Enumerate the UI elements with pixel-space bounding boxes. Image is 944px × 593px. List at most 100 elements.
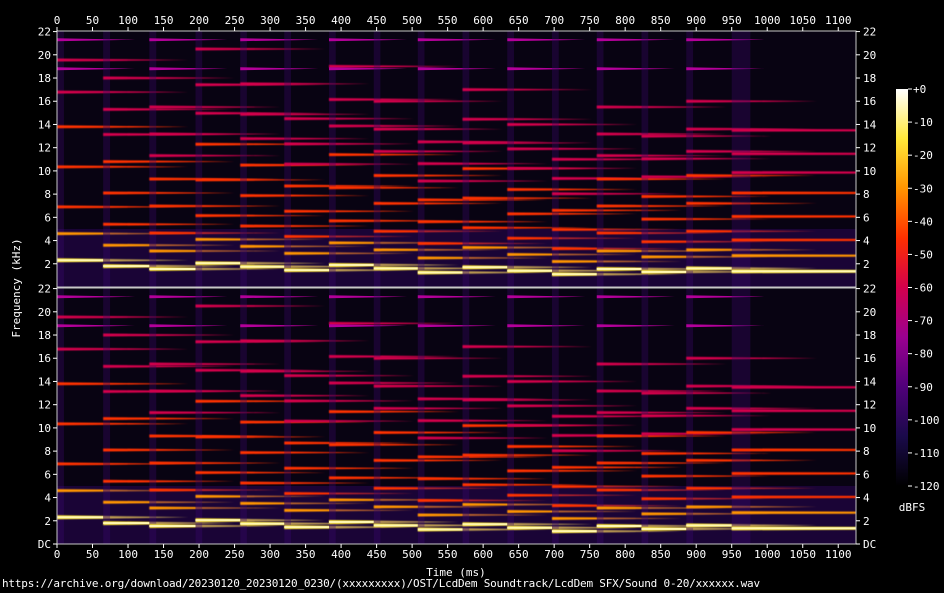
harmonic-partial <box>329 443 459 447</box>
note-lowband <box>329 228 374 287</box>
harmonic-partial <box>103 76 235 80</box>
harmonic-partial <box>240 339 370 343</box>
y-tick-label-left: 22 <box>38 26 51 39</box>
note-onset <box>329 288 336 544</box>
harmonic-partial <box>240 112 370 116</box>
harmonic-partial <box>195 214 326 218</box>
harmonic-partial <box>596 105 727 109</box>
y-tick-label-right: 16 <box>863 95 876 108</box>
harmonic-partial <box>149 461 281 465</box>
note-onset <box>731 31 751 287</box>
harmonic-partial <box>686 229 817 233</box>
harmonic-partial <box>462 196 593 200</box>
upper-partial <box>149 67 228 71</box>
harmonic-partial <box>731 214 856 218</box>
channel-2-frame <box>56 287 857 545</box>
y-tick-label-left: 6 <box>44 211 51 224</box>
y-tick-label-right: DC <box>863 538 876 551</box>
harmonic-partial <box>57 462 189 466</box>
harmonic-partial <box>641 474 772 478</box>
upper-partial <box>507 38 586 42</box>
note-lowband <box>284 228 330 287</box>
y-axis-label: Frequency (kHz) <box>10 238 23 337</box>
y-tick-label-right: 16 <box>863 352 876 365</box>
upper-partial <box>417 38 496 42</box>
harmonic-partial <box>507 187 638 191</box>
y-tick-label-left: 20 <box>38 306 51 319</box>
harmonic-partial <box>329 354 459 358</box>
harmonic-partial <box>507 236 638 240</box>
harmonic-partial <box>329 410 459 414</box>
harmonic-partial <box>641 497 772 501</box>
harmonic-partial <box>373 229 504 233</box>
y-tick-label-left: 20 <box>38 49 51 62</box>
x-tick-label-top: 150 <box>154 14 174 27</box>
y-tick-label-left: 4 <box>44 492 51 505</box>
harmonic-partial <box>149 506 281 510</box>
upper-partial <box>57 295 136 299</box>
x-tick-label-bottom: 500 <box>402 548 422 561</box>
harmonic-partial <box>240 501 370 505</box>
colorbar-tick-label: -30 <box>913 182 933 195</box>
harmonic-partial <box>103 222 235 226</box>
y-tick-label-right: 22 <box>863 26 876 39</box>
harmonic-partial <box>284 142 415 146</box>
x-tick-label-top: 1000 <box>754 14 781 27</box>
harmonic-partial <box>284 234 415 238</box>
fundamental-core <box>373 524 418 527</box>
upper-partial <box>507 67 586 71</box>
fundamental-core <box>507 269 553 272</box>
x-tick-label-top: 550 <box>438 14 458 27</box>
harmonic-partial <box>417 179 548 183</box>
harmonic-partial <box>731 448 856 452</box>
note-lowband <box>103 485 150 544</box>
note-onset <box>240 31 247 287</box>
harmonic-partial <box>373 505 504 509</box>
x-axis-label: Time (ms) <box>426 566 486 579</box>
x-tick-label-top: 100 <box>118 14 138 27</box>
colorbar-tick-label: -100 <box>913 414 940 427</box>
harmonic-partial <box>240 369 370 373</box>
harmonic-partial <box>731 428 856 432</box>
colorbar-tick-label: +0 <box>913 83 926 96</box>
harmonic-partial <box>641 451 772 455</box>
x-tick-label-top: 850 <box>651 14 671 27</box>
x-tick-label-bottom: 1000 <box>754 548 781 561</box>
upper-partial <box>149 324 228 328</box>
harmonic-partial <box>596 132 727 136</box>
fundamental-core <box>596 268 642 271</box>
harmonic-partial <box>373 458 504 462</box>
harmonic-partial <box>417 162 548 166</box>
note-onset <box>149 288 157 544</box>
note-lowband <box>552 228 597 287</box>
y-tick-label-right: 22 <box>863 283 876 296</box>
note-onset <box>507 288 514 544</box>
harmonic-partial <box>641 217 772 221</box>
harmonic-partial <box>417 220 548 224</box>
harmonic-partial <box>462 374 593 378</box>
upper-partial <box>596 295 675 299</box>
y-tick-label-right: 2 <box>863 258 870 271</box>
y-tick-label-left: 8 <box>44 188 51 201</box>
upper-partial <box>329 38 408 42</box>
note-lowband <box>149 228 196 287</box>
harmonic-partial <box>57 165 189 169</box>
y-tick-label-left: 12 <box>38 399 51 412</box>
harmonic-partial <box>284 374 415 378</box>
note-lowband <box>686 228 732 287</box>
note-onset <box>284 31 291 287</box>
harmonic-partial <box>103 333 235 337</box>
fundamental-core <box>329 520 374 523</box>
harmonic-partial <box>552 208 682 212</box>
harmonic-partial <box>686 406 817 410</box>
harmonic-partial <box>57 205 189 209</box>
y-tick-label-left: 14 <box>38 118 52 131</box>
source-url: https://archive.org/download/20230120_20… <box>2 577 760 590</box>
x-tick-label-bottom: 200 <box>189 548 209 561</box>
fundamental-core <box>103 522 150 525</box>
harmonic-partial <box>57 232 189 236</box>
x-tick-label-bottom: 350 <box>296 548 316 561</box>
upper-partial <box>240 324 319 328</box>
harmonic-partial <box>373 149 504 153</box>
harmonic-partial <box>284 162 415 166</box>
